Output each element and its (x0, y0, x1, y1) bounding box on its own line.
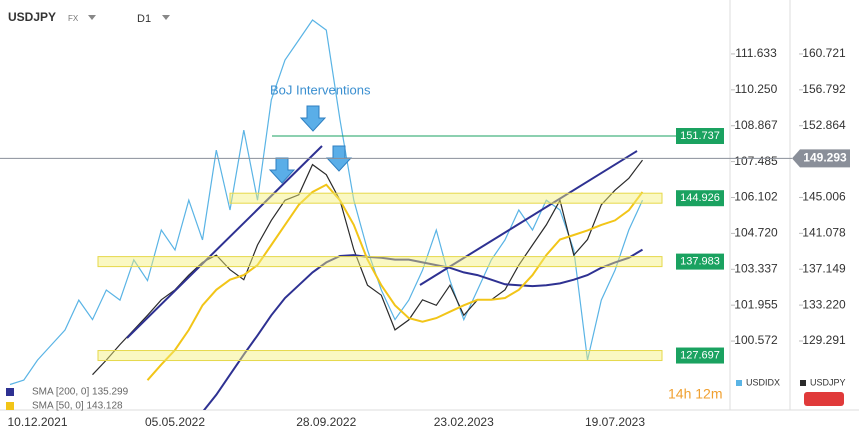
x-tick-label: 05.05.2022 (145, 415, 205, 429)
y-tick-label: 104.720 (734, 226, 778, 240)
x-tick-label: 10.12.2021 (7, 415, 67, 429)
level-zone (229, 192, 663, 204)
y-tick-label: 100.572 (734, 333, 778, 347)
plot-area (9, 19, 644, 410)
level-label-bg (676, 253, 724, 270)
series-line (146, 183, 644, 381)
legend-label: USDJPY (810, 377, 846, 387)
level-label: 144.926 (680, 192, 720, 204)
trend-line (419, 150, 638, 286)
market: FX (68, 14, 79, 23)
level-label: 127.697 (680, 349, 720, 361)
trend-line (126, 145, 323, 339)
dropdown-icon[interactable] (162, 15, 170, 20)
level-label-bg (676, 190, 724, 207)
y-tick-label: 160.721 (802, 46, 846, 60)
level-label: 151.737 (680, 130, 720, 142)
y-tick-label: 145.006 (802, 190, 846, 204)
y-tick-label: 152.864 (802, 118, 846, 132)
level-zone (97, 256, 663, 268)
legend-swatch (6, 402, 14, 410)
series-line (92, 159, 643, 376)
y-tick-label: 108.867 (734, 118, 778, 132)
y-tick-label: 106.102 (734, 190, 778, 204)
arrow (268, 157, 296, 184)
symbol[interactable]: USDJPY (8, 10, 56, 24)
annotation: BoJ Interventions (270, 82, 371, 97)
x-tick-label: 23.02.2023 (434, 415, 494, 429)
y-tick-label: 101.955 (734, 297, 778, 311)
level-label: 137.983 (680, 256, 720, 268)
legend-label: USDIDX (746, 377, 780, 387)
intervention-arrows (268, 105, 353, 184)
last-price-label-bg (792, 149, 850, 168)
legend-swatch (800, 380, 806, 386)
arrow (299, 105, 327, 132)
series-line (9, 19, 644, 386)
timeframe[interactable]: D1 (137, 13, 151, 25)
y-tick-label: 110.250 (735, 82, 778, 96)
x-tick-label: 19.07.2023 (585, 415, 645, 429)
y-tick-label: 111.633 (735, 46, 777, 60)
y-tick-label: 156.792 (802, 82, 846, 96)
y-tick-label: 129.291 (802, 333, 846, 347)
y-tick-label: 141.078 (802, 226, 846, 240)
level-zone (97, 350, 663, 362)
legend-swatch (736, 380, 742, 386)
y-tick-label: 133.220 (802, 297, 846, 311)
legend-label: SMA [50, 0] 143.128 (32, 401, 123, 412)
y-tick-label: 137.149 (802, 261, 846, 275)
y-tick-label: 103.337 (734, 261, 778, 275)
level-label-bg (676, 347, 724, 364)
level-label-bg (676, 128, 724, 145)
x-tick-label: 28.09.2022 (296, 415, 356, 429)
legend-label: SMA [200, 0] 135.299 (32, 387, 129, 398)
last-price-label: 149.293 (803, 150, 847, 164)
series-line (202, 248, 644, 410)
red-button[interactable] (804, 392, 844, 406)
countdown: 14h 12m (668, 386, 722, 402)
legend-swatch (6, 388, 14, 396)
dropdown-icon[interactable] (88, 15, 96, 20)
y-tick-label: 107.485 (734, 154, 778, 168)
